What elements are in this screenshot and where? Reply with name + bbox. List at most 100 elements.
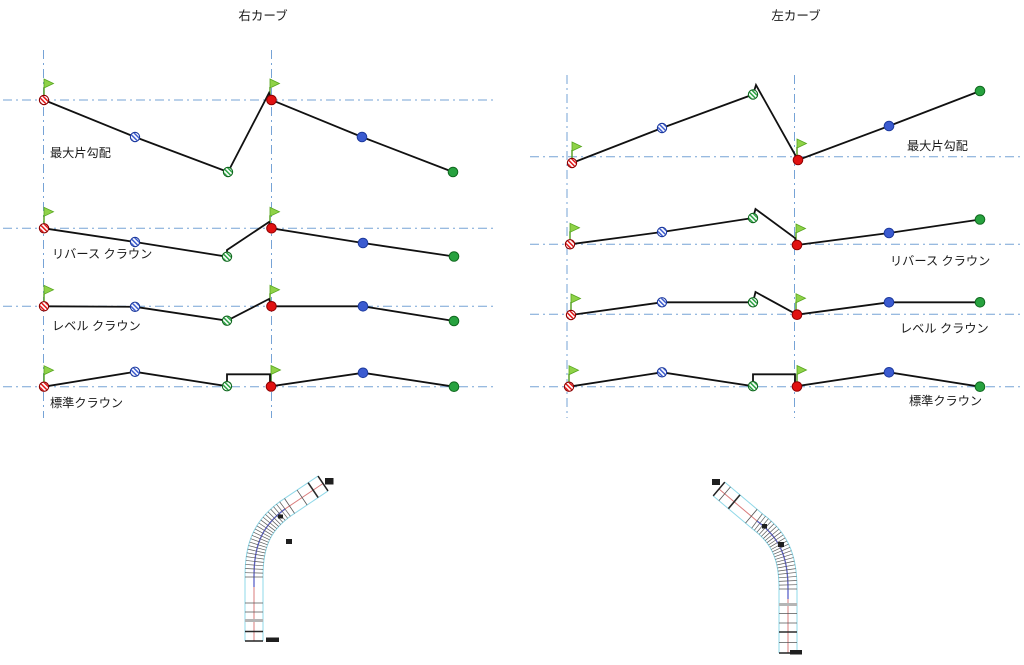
hatch-green-marker-hatch xyxy=(223,382,231,391)
flag-pennant xyxy=(270,364,282,376)
transition-tick xyxy=(279,501,291,517)
transition-tick xyxy=(262,516,278,529)
transition-tick xyxy=(778,580,797,582)
hatch-blue-marker-hatch xyxy=(658,368,666,377)
dot-green-marker xyxy=(448,315,460,327)
flag-pennant xyxy=(43,284,55,295)
transition-tick xyxy=(248,545,266,551)
station-tick xyxy=(307,482,319,499)
dot-green-marker xyxy=(974,381,986,393)
flag-pennant xyxy=(795,223,807,234)
dot-green-marker xyxy=(447,166,459,178)
flag-pennant xyxy=(571,141,583,152)
dot-red-marker xyxy=(791,309,803,321)
transition-tick xyxy=(265,514,279,527)
transition-tick xyxy=(245,564,264,567)
flag-pennant xyxy=(269,284,281,295)
dot-blue-marker xyxy=(883,227,895,239)
station-label xyxy=(286,539,292,544)
flag-pennant xyxy=(269,206,281,217)
transition-tick xyxy=(769,537,786,548)
hatch-green-marker-hatch xyxy=(749,298,757,307)
hatch-red-marker-hatch xyxy=(40,302,48,311)
hatch-red-marker-hatch xyxy=(566,240,574,249)
flag-pennant xyxy=(43,78,55,89)
road-end-cap xyxy=(712,481,726,497)
flag-pennant xyxy=(568,365,580,376)
transition-tick xyxy=(253,531,270,541)
hatch-red-marker-hatch xyxy=(567,311,575,319)
dot-red-marker xyxy=(791,381,803,392)
row-label-max-superelevation-right: 最大片勾配 xyxy=(50,146,111,160)
hatch-red-marker-hatch xyxy=(568,159,576,167)
transition-tick xyxy=(245,568,264,570)
hatch-red-marker-hatch xyxy=(565,382,573,391)
station-label xyxy=(278,514,283,519)
hatch-blue-marker-hatch xyxy=(658,298,666,307)
station-tick xyxy=(727,494,741,510)
row-label-reverse-crown-left: リバース クラウン xyxy=(890,254,990,268)
dot-red-marker xyxy=(266,223,277,234)
transition-tick xyxy=(246,552,265,557)
hatch-green-marker-hatch xyxy=(224,168,232,176)
transition-tick xyxy=(776,560,795,566)
transition-tick xyxy=(763,526,777,539)
flag-pennant xyxy=(795,293,807,304)
dot-blue-marker xyxy=(883,367,895,378)
transition-tick xyxy=(778,576,797,579)
road-edge-line xyxy=(262,490,329,641)
hatch-green-marker-hatch xyxy=(223,252,231,261)
hatch-blue-marker-hatch xyxy=(131,238,139,246)
left-curve-panel xyxy=(530,75,1022,418)
hatch-green-marker-hatch xyxy=(749,382,757,391)
station-label xyxy=(778,542,784,547)
station-label xyxy=(762,524,767,529)
row-label-standard-crown-right: 標準クラウン xyxy=(50,395,123,410)
hatch-green-marker-hatch xyxy=(749,90,757,99)
dot-red-marker xyxy=(791,239,803,251)
station-label xyxy=(790,650,802,655)
transition-tick xyxy=(250,538,268,546)
transition-tick xyxy=(766,531,782,544)
transition-tick xyxy=(773,547,791,555)
road-plan-left xyxy=(244,475,334,642)
transition-tick xyxy=(276,503,288,519)
transition-tick xyxy=(251,535,269,543)
transition-tick xyxy=(245,560,264,563)
road-centerline xyxy=(253,483,324,641)
road-plan-right xyxy=(712,479,802,655)
road-edge-line xyxy=(244,475,319,641)
transition-tick xyxy=(249,541,267,548)
transition-tick xyxy=(256,525,273,536)
right-curve-panel xyxy=(3,50,495,418)
hatch-red-marker-hatch xyxy=(40,224,48,233)
flag-pennant xyxy=(269,78,281,89)
panel-title-left-curve: 左カーブ xyxy=(771,8,821,23)
row-label-standard-crown-left: 標準クラウン xyxy=(909,393,982,408)
hatch-blue-marker-hatch xyxy=(131,302,139,311)
dot-red-marker xyxy=(266,301,277,312)
superelevation-profile-line xyxy=(569,207,981,246)
row-label-level-crown-right: レベル クラウン xyxy=(52,319,141,333)
dot-blue-marker xyxy=(883,297,895,308)
hatch-green-marker-hatch xyxy=(749,214,757,222)
flag-pennant xyxy=(569,222,581,233)
flag-pennant xyxy=(796,364,808,376)
superelevation-profile-line xyxy=(570,290,980,316)
dot-blue-marker xyxy=(357,301,369,312)
transition-tick xyxy=(772,543,789,553)
flag-pennant xyxy=(43,206,55,217)
station-label xyxy=(712,479,720,485)
dot-blue-marker xyxy=(357,367,369,379)
superelevation-profile-line xyxy=(43,370,455,388)
superelevation-profile-line xyxy=(43,220,455,258)
dot-green-marker xyxy=(974,297,986,308)
dot-blue-marker xyxy=(883,120,895,132)
transition-tick xyxy=(768,534,784,546)
dot-green-marker xyxy=(448,381,460,393)
hatch-blue-marker-hatch xyxy=(131,133,139,141)
flag-pennant xyxy=(570,293,582,304)
hatch-blue-marker-hatch xyxy=(131,367,139,376)
row-label-reverse-crown-right: リバース クラウン xyxy=(52,247,152,261)
